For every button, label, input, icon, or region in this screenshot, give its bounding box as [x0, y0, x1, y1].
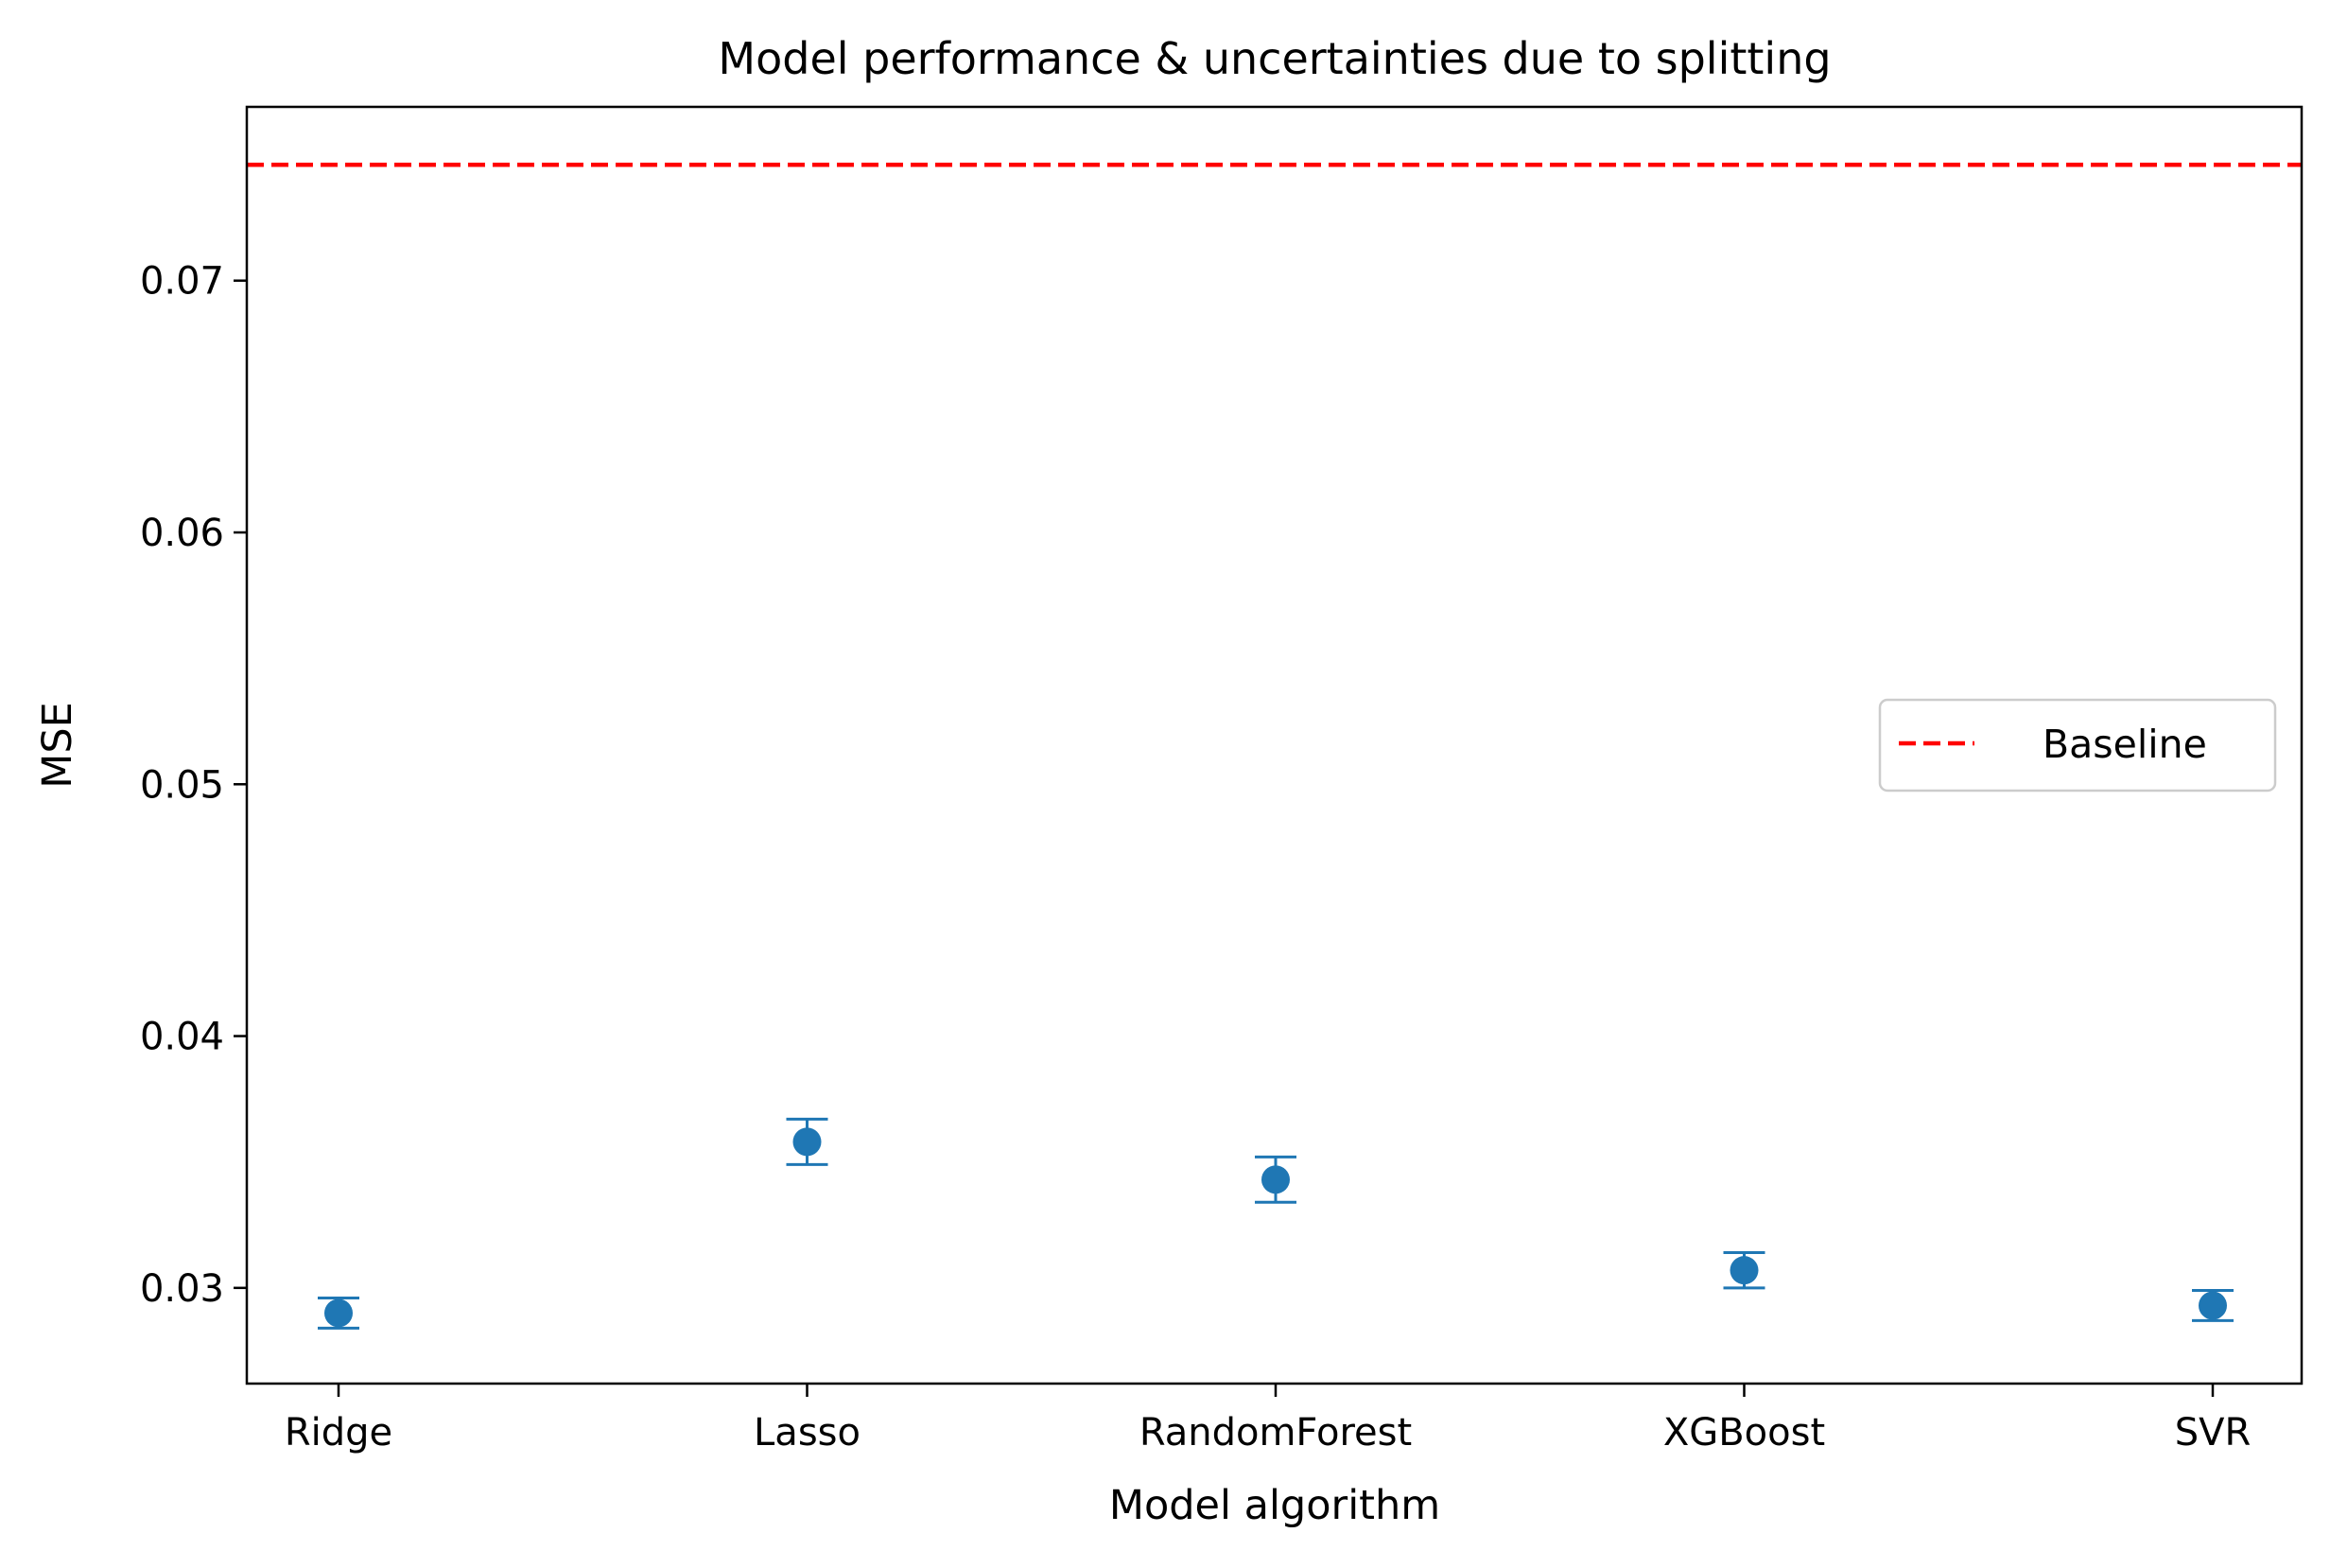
y-tick-label-2: 0.05 [140, 763, 224, 807]
point-marker-randomforest [1261, 1165, 1290, 1194]
y-axis: 0.03 0.04 0.05 0.06 0.07 [140, 260, 247, 1311]
y-axis-label: MSE [34, 702, 81, 789]
point-marker-svr [2199, 1291, 2227, 1320]
data-point-xgboost [1723, 1251, 1765, 1290]
x-tick-label-xgboost: XGBoost [1663, 1411, 1825, 1455]
x-axis: Ridge Lasso RandomForest XGBoost SVR [285, 1384, 2251, 1455]
points-group [318, 1117, 2234, 1330]
y-tick-label-0: 0.03 [140, 1267, 224, 1311]
plot-frame [245, 105, 2304, 1385]
data-point-randomforest [1255, 1155, 1296, 1204]
legend-box [1878, 698, 2277, 793]
point-marker-ridge [324, 1298, 353, 1328]
point-marker-lasso [792, 1127, 822, 1157]
x-tick-label-svr: SVR [2175, 1411, 2252, 1455]
point-marker-xgboost [1730, 1256, 1759, 1285]
x-tick-label-ridge: Ridge [285, 1411, 392, 1455]
x-tick-label-lasso: Lasso [754, 1411, 861, 1455]
data-point-svr [2192, 1288, 2234, 1322]
x-tick-label-randomforest: RandomForest [1139, 1411, 1412, 1455]
y-tick-label-1: 0.04 [140, 1016, 224, 1059]
y-tick-label-3: 0.06 [140, 512, 224, 555]
chart-title: Model performance & uncertainties due to… [718, 33, 1831, 84]
legend: Baseline [1878, 698, 2277, 793]
data-point-lasso [786, 1117, 828, 1166]
x-axis-label: Model algorithm [1109, 1482, 1440, 1529]
y-tick-label-4: 0.07 [140, 260, 224, 304]
data-point-ridge [318, 1296, 359, 1330]
legend-label-baseline: Baseline [2043, 722, 2207, 767]
